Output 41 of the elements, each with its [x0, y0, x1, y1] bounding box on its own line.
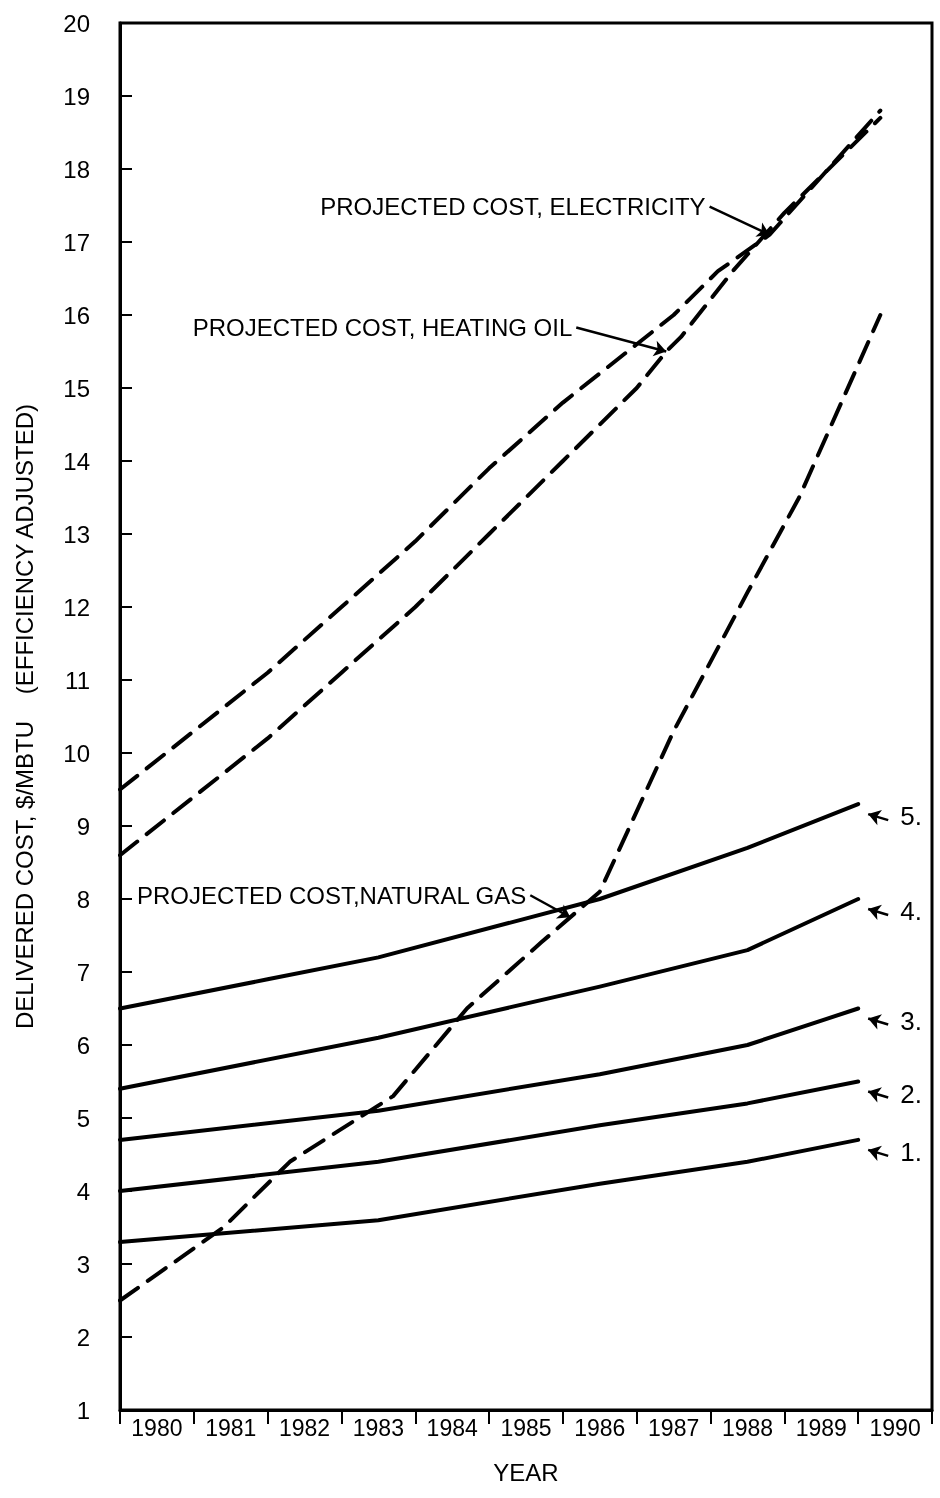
y-tick-label: 7 [76, 958, 90, 986]
y-tick-label: 20 [63, 9, 90, 37]
legend-label: 5. [900, 801, 922, 832]
y-tick-label: 12 [63, 593, 90, 621]
y-tick-label: 2 [76, 1323, 90, 1351]
y-tick-label: 5 [76, 1104, 90, 1132]
y-tick-label: 9 [76, 812, 90, 840]
y-tick-label: 3 [76, 1250, 90, 1278]
x-tick-label: 1987 [648, 1414, 700, 1441]
legend-label: 4. [900, 896, 922, 926]
y-tick-label: 10 [63, 739, 90, 767]
y-tick-label: 18 [63, 155, 90, 183]
y-tick-label: 11 [65, 666, 90, 694]
y-tick-label: 15 [63, 374, 90, 402]
y-tick-label: 14 [63, 447, 90, 475]
x-tick-label: 1982 [278, 1414, 331, 1441]
x-tick-label: 1983 [352, 1414, 404, 1441]
annotation: PROJECTED COST,NATURAL GAS [136, 881, 527, 909]
y-tick-label: 13 [63, 520, 90, 548]
x-tick-label: 1986 [574, 1414, 626, 1441]
annotation: PROJECTED COST, HEATING OIL [192, 314, 573, 341]
x-tick-label: 1985 [500, 1414, 552, 1441]
y-tick-label: 4 [76, 1177, 90, 1205]
x-tick-label: 1981 [205, 1414, 257, 1441]
y-tick-label: 19 [63, 82, 90, 110]
legend-label: 3. [900, 1005, 922, 1036]
y-tick-label: 6 [76, 1031, 90, 1059]
annotation: PROJECTED COST, ELECTRICITY [320, 193, 706, 221]
x-tick-label: 1989 [795, 1414, 847, 1441]
y-tick-label: 17 [63, 228, 90, 256]
legend-label: 2. [900, 1078, 922, 1109]
x-tick-label: 1984 [426, 1414, 478, 1441]
y-tick-label: 8 [76, 885, 90, 913]
x-tick-label: 1980 [131, 1414, 183, 1441]
y-axis-title: DELIVERED COST, $/MBTU (EFFICIENCY ADJUSTED) [10, 404, 38, 1029]
y-tick-label: 1 [76, 1396, 90, 1424]
y-tick-label: 16 [63, 301, 90, 329]
x-tick-label: 1990 [869, 1414, 921, 1441]
x-axis-title: YEAR [493, 1458, 559, 1486]
x-tick-label: 1988 [721, 1414, 774, 1441]
legend-label: 1. [900, 1136, 922, 1167]
